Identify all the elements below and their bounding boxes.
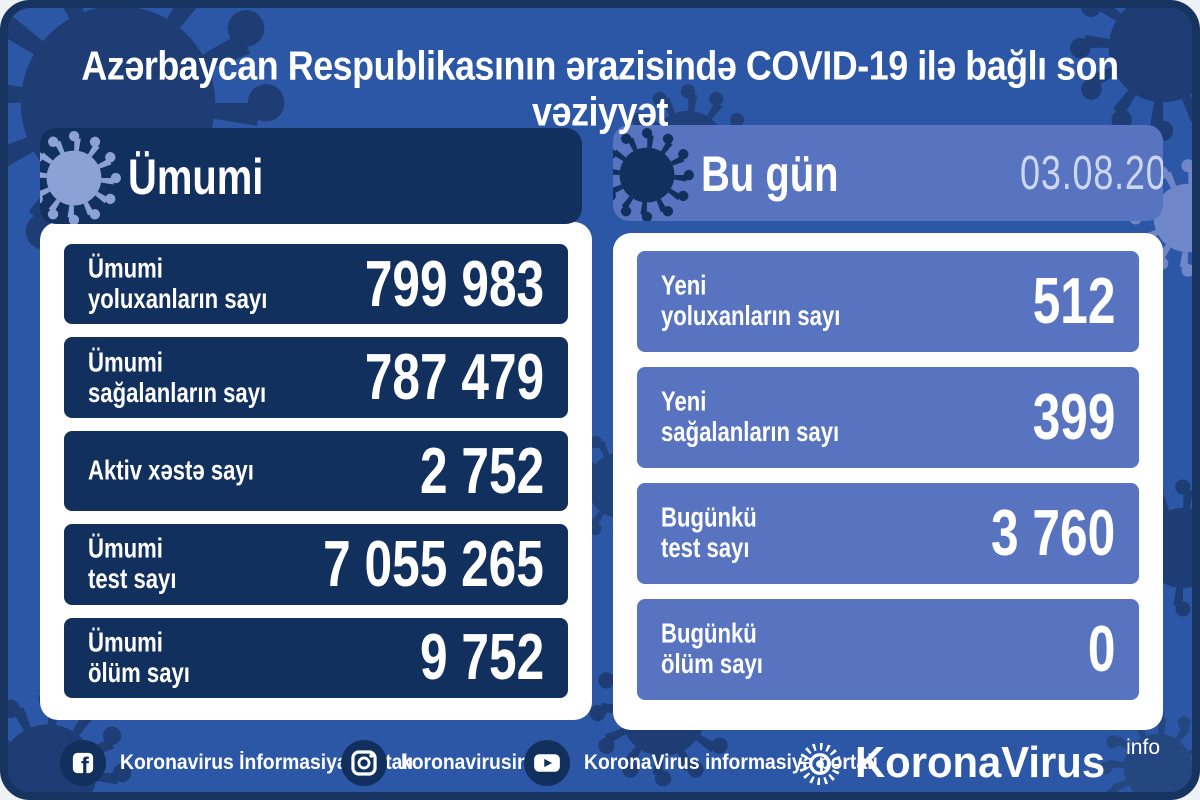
- stat-row-new-infected: Yeni yoluxanların sayı 512: [637, 251, 1139, 352]
- brand-logo-text: KoronaVirus: [854, 738, 1105, 787]
- brand-logo-sup: info: [1126, 736, 1160, 759]
- stat-row-total-recovered: Ümumi sağalanların sayı 787 479: [64, 337, 568, 418]
- brand-logo: KoronaVirus info: [795, 736, 1162, 789]
- youtube-icon: [524, 740, 570, 786]
- stat-label: Ümumi ölüm sayı: [88, 626, 190, 689]
- stat-value: 9 752: [419, 621, 544, 695]
- stat-value: 399: [1032, 381, 1115, 454]
- right-panel-header-label: Bu gün: [701, 144, 839, 202]
- stat-value: 7 055 265: [323, 528, 544, 601]
- stat-label: Bugünkü ölüm sayı: [661, 617, 763, 680]
- stat-row-today-deaths: Bugünkü ölüm sayı 0: [637, 599, 1139, 700]
- right-panel-header: Bu gün 03.08.2022: [613, 125, 1163, 221]
- date-label: 03.08.2022: [1019, 144, 1163, 200]
- footer: f Koronavirus İnformasiya Portalı korona…: [8, 736, 1192, 792]
- stat-label: Ümumi sağalanların sayı: [88, 345, 267, 409]
- stat-value: 0: [1087, 613, 1115, 686]
- stat-value: 2 752: [419, 434, 544, 508]
- stat-value: 512: [1032, 265, 1115, 338]
- stat-row-today-tests: Bugünkü test sayı 3 760: [637, 483, 1139, 584]
- stat-value: 3 760: [990, 497, 1115, 570]
- instagram-icon: [341, 740, 387, 786]
- stat-label: Yeni yoluxanların sayı: [661, 269, 841, 332]
- stat-row-active-cases: Aktiv xəstə sayı 2 752: [64, 430, 568, 512]
- virus-icon: [40, 130, 122, 224]
- stat-label: Ümumi yoluxanların sayı: [88, 252, 268, 315]
- stat-row-total-infected: Ümumi yoluxanların sayı 799 983: [64, 244, 568, 325]
- left-panel: Ümumi yoluxanların sayı 799 983 Ümumi sağa…: [40, 222, 592, 720]
- stat-value: 799 983: [364, 247, 544, 321]
- stat-label: Bugünkü test sayı: [661, 501, 757, 564]
- stat-row-total-deaths: Ümumi ölüm sayı 9 752: [64, 617, 568, 699]
- stat-label: Yeni sağalanların sayı: [661, 385, 840, 448]
- right-panel: Yeni yoluxanların sayı 512 Yeni sağalanlar…: [613, 233, 1163, 730]
- facebook-icon: f: [60, 740, 106, 786]
- brand-virus-icon: [798, 742, 841, 786]
- stat-row-new-recovered: Yeni sağalanların sayı 399: [637, 367, 1139, 468]
- svg-text:f: f: [81, 753, 89, 780]
- virus-icon: [613, 127, 695, 221]
- stat-row-total-tests: Ümumi test sayı 7 055 265: [64, 524, 568, 605]
- facebook-label: Koronavirus İnformasiya Portalı: [120, 751, 414, 774]
- page-title: Azərbaycan Respublikasının ərazisində CO…: [81, 43, 1119, 136]
- stat-label: Aktiv xəstə sayı: [88, 454, 254, 487]
- stat-value: 787 479: [364, 341, 544, 414]
- left-panel-header: Ümumi: [40, 128, 582, 224]
- stat-label: Ümumi test sayı: [88, 532, 177, 595]
- left-panel-header-label: Ümumi: [128, 147, 264, 205]
